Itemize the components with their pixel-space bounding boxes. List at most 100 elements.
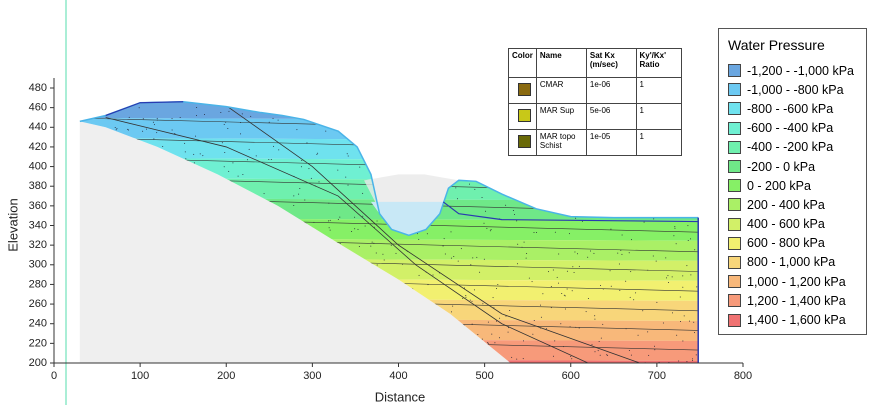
mesh-dot	[416, 233, 418, 235]
legend-item: 400 - 600 kPa	[728, 215, 866, 234]
mesh-dot	[174, 132, 176, 134]
water-table	[442, 201, 699, 223]
mesh-dot	[414, 122, 416, 124]
material-name: MAR topo Schist	[535, 129, 587, 156]
mesh-dot	[570, 355, 572, 357]
mesh-dot	[255, 155, 257, 157]
mesh-dot	[363, 106, 365, 108]
mesh-dot	[376, 155, 378, 157]
material-name: CMAR	[535, 77, 587, 104]
mesh-dot	[578, 174, 580, 176]
mesh-dot	[128, 129, 130, 131]
mesh-dot	[375, 145, 377, 147]
mesh-dot	[646, 178, 648, 180]
mesh-dot	[647, 331, 649, 333]
mesh-dot	[461, 164, 463, 166]
mesh-dot	[665, 257, 667, 259]
mesh-dot	[444, 159, 446, 161]
mesh-dot	[641, 182, 643, 184]
overlay: 0 100 200 300 400 500 600 700 800 200 220 240 260 280…	[29, 78, 752, 382]
mesh-dot	[495, 288, 497, 290]
mesh-dot	[474, 188, 476, 190]
mesh-dot	[592, 177, 594, 179]
mesh-dot	[690, 274, 692, 276]
column-header: Sat Kx (m/sec)	[585, 48, 637, 78]
mesh-dot	[533, 232, 535, 234]
mesh-dot	[617, 252, 619, 254]
mesh-dot	[463, 287, 465, 289]
mesh-dot	[153, 138, 155, 140]
mesh-dot	[482, 303, 484, 305]
mesh-dot	[457, 260, 459, 262]
mesh-dot	[575, 217, 577, 219]
mesh-dot	[606, 354, 608, 356]
mesh-dot	[692, 360, 694, 362]
mesh-dot	[273, 145, 275, 147]
mesh-dot	[654, 345, 656, 347]
mesh-dot	[580, 166, 582, 168]
mesh-dot	[691, 358, 693, 360]
mesh-dot	[479, 271, 481, 273]
mesh-dot	[655, 260, 657, 262]
mesh-dot	[496, 320, 498, 322]
mesh-dot	[689, 320, 691, 322]
legend-swatch	[728, 160, 741, 174]
mesh-dot	[552, 355, 554, 357]
material-ratio: 1	[635, 77, 683, 104]
mesh-dot	[299, 187, 301, 189]
mesh-dot	[228, 170, 230, 172]
mesh-dot	[687, 225, 689, 227]
mesh-dot	[637, 334, 639, 336]
mesh-dot	[465, 296, 467, 298]
mesh-dot	[228, 110, 230, 112]
mesh-dot	[114, 126, 116, 128]
mesh-dot	[394, 154, 396, 156]
mesh-dot	[448, 174, 450, 176]
material-row: MAR Sup 5e-06 1	[508, 103, 683, 130]
x-tick-label: 700	[648, 370, 666, 382]
mesh-dot	[444, 253, 446, 255]
mesh-dot	[581, 163, 583, 165]
mesh-dot	[558, 167, 560, 169]
mesh-dot	[152, 121, 154, 123]
mesh-dot	[658, 160, 660, 162]
mesh-dot	[671, 276, 673, 278]
bedrock	[79, 121, 511, 364]
mesh-dot	[587, 297, 589, 299]
legend-item: 1,000 - 1,200 kPa	[728, 272, 866, 291]
mesh-dot	[591, 344, 593, 346]
mesh-dot	[610, 228, 612, 230]
mesh-dot	[379, 125, 381, 127]
mesh-dot	[450, 257, 452, 259]
mesh-dot	[249, 100, 250, 101]
mesh-dot	[564, 308, 566, 310]
mesh-dot	[694, 332, 696, 334]
mesh-dot	[680, 321, 682, 323]
mesh-dot	[501, 190, 503, 192]
legend-item: 1,400 - 1,600 kPa	[728, 310, 866, 329]
material-swatch	[518, 135, 531, 148]
mesh-dot	[409, 161, 411, 163]
mesh-dot	[346, 123, 348, 125]
mesh-dot	[483, 222, 485, 224]
mesh-dot	[369, 157, 371, 159]
mesh-dot	[354, 228, 356, 230]
mesh-dot	[476, 256, 478, 258]
y-tick-label: 440	[29, 121, 47, 133]
mesh-dot	[456, 118, 458, 120]
y-tick-label: 480	[29, 82, 47, 94]
mesh-dot	[597, 164, 599, 166]
mesh-dot	[641, 179, 643, 181]
mesh-dot	[550, 307, 552, 309]
mesh-dot	[558, 187, 560, 189]
mesh-dot	[671, 312, 673, 314]
mesh-dot	[674, 226, 676, 228]
mesh-dot	[204, 113, 206, 115]
legend-item: 200 - 400 kPa	[728, 195, 866, 214]
mesh-dot	[346, 153, 348, 155]
y-tick-label: 400	[29, 160, 47, 172]
mesh-dot	[146, 128, 148, 130]
mesh-dot	[499, 317, 501, 319]
mesh-dot	[294, 103, 296, 105]
